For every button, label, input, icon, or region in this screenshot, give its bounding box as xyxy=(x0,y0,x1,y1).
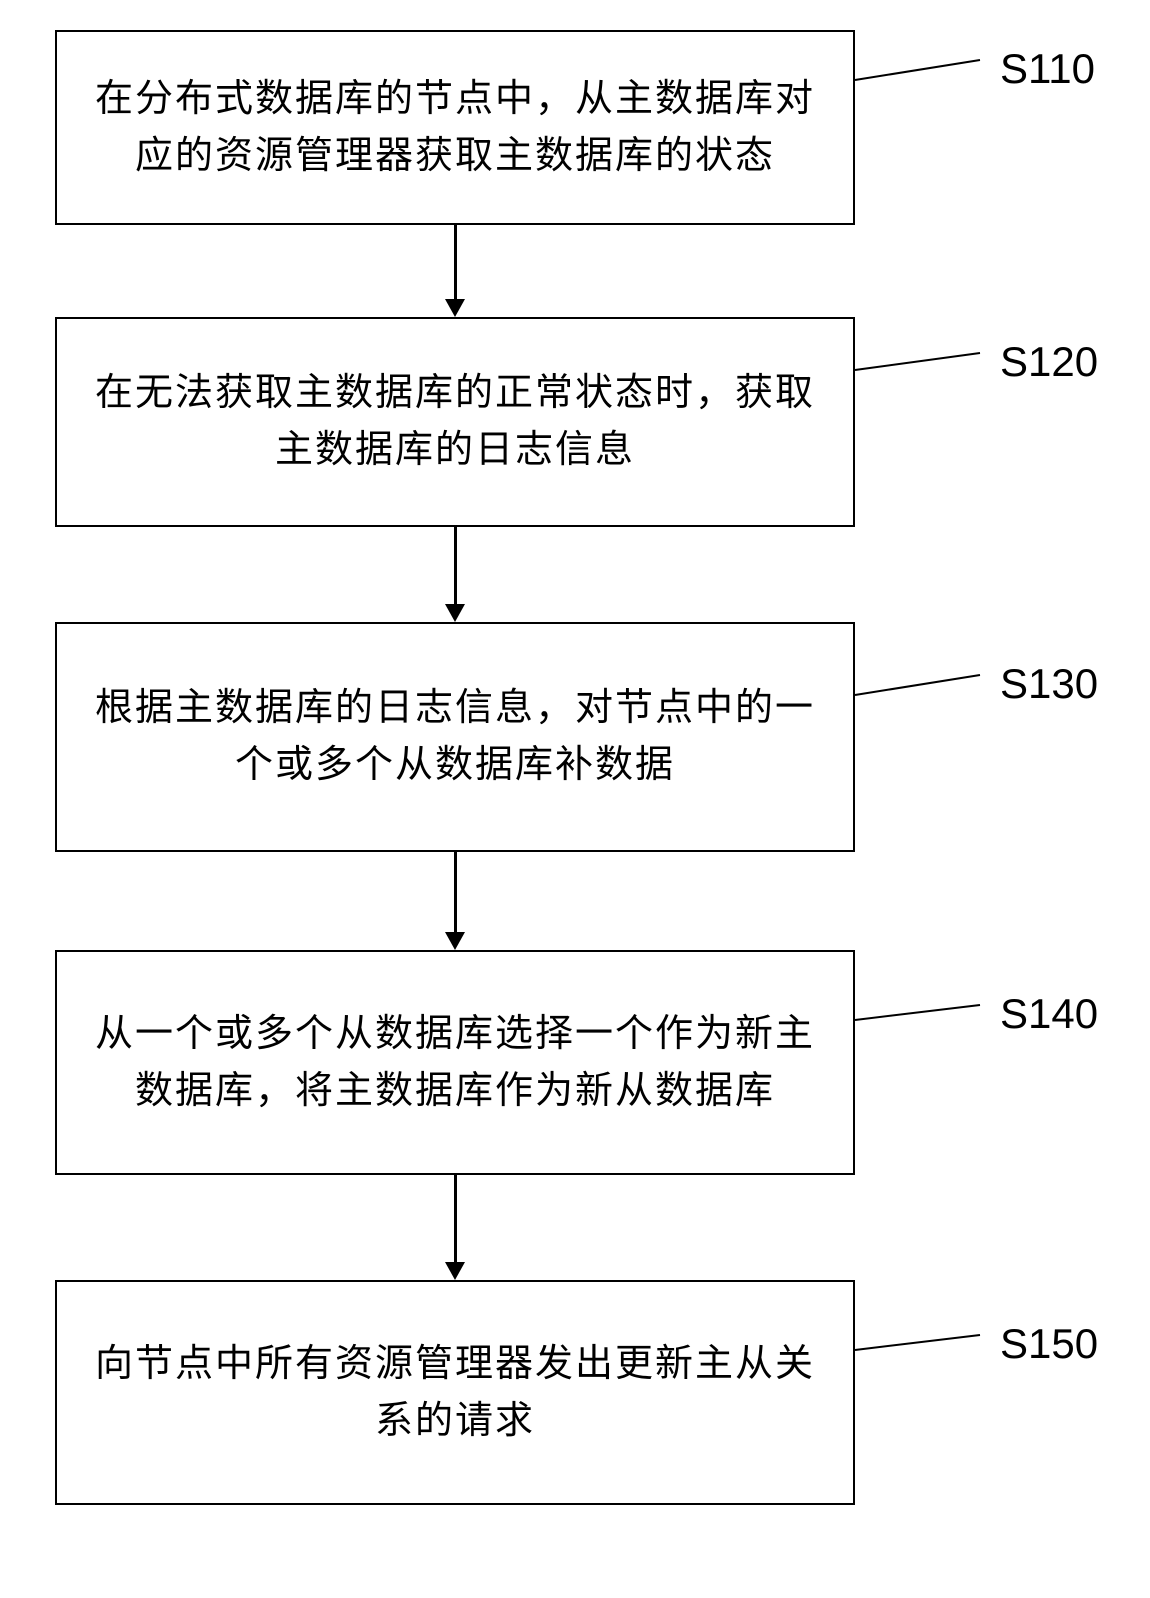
step-box-s150: 向节点中所有资源管理器发出更新主从关系的请求 xyxy=(55,1280,855,1505)
step-box-s140: 从一个或多个从数据库选择一个作为新主数据库，将主数据库作为新从数据库 xyxy=(55,950,855,1175)
step-box-s110: 在分布式数据库的节点中，从主数据库对应的资源管理器获取主数据库的状态 xyxy=(55,30,855,225)
step-label-s130: S130 xyxy=(1000,660,1098,708)
step-label-s140: S140 xyxy=(1000,990,1098,1038)
step-box-s120: 在无法获取主数据库的正常状态时，获取主数据库的日志信息 xyxy=(55,317,855,527)
step-text: 向节点中所有资源管理器发出更新主从关系的请求 xyxy=(87,1336,823,1450)
step-text: 从一个或多个从数据库选择一个作为新主数据库，将主数据库作为新从数据库 xyxy=(87,1006,823,1120)
step-text: 在无法获取主数据库的正常状态时，获取主数据库的日志信息 xyxy=(87,365,823,479)
flowchart-container: 在分布式数据库的节点中，从主数据库对应的资源管理器获取主数据库的状态 在无法获取… xyxy=(0,0,1150,1598)
step-text: 根据主数据库的日志信息，对节点中的一个或多个从数据库补数据 xyxy=(87,680,823,794)
step-box-s130: 根据主数据库的日志信息，对节点中的一个或多个从数据库补数据 xyxy=(55,622,855,852)
step-label-s150: S150 xyxy=(1000,1320,1098,1368)
step-label-s110: S110 xyxy=(1000,45,1095,93)
step-label-s120: S120 xyxy=(1000,338,1098,386)
step-text: 在分布式数据库的节点中，从主数据库对应的资源管理器获取主数据库的状态 xyxy=(87,71,823,185)
